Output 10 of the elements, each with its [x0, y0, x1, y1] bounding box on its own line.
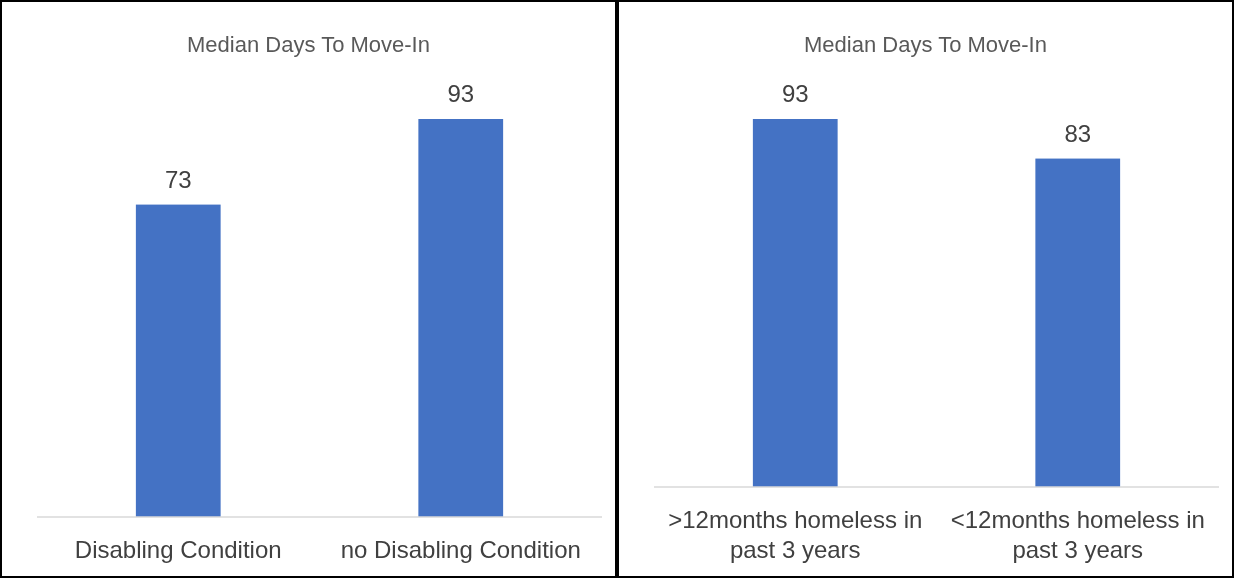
data-label: 93 — [781, 80, 809, 107]
x-tick-label: Disabling Condition — [74, 536, 282, 563]
chart-title: Median Days To Move-In — [187, 32, 430, 57]
x-tick-label: >12months homeless in past 3 years — [668, 506, 923, 563]
x-tick-label: <12months homeless in past 3 years — [950, 506, 1205, 563]
data-label: 83 — [1064, 119, 1092, 147]
chart-title: Median Days To Move-In — [804, 32, 1047, 57]
data-label: 93 — [447, 80, 475, 107]
x-tick-label: no Disabling Condition — [340, 536, 581, 563]
data-label: 73 — [164, 165, 192, 193]
